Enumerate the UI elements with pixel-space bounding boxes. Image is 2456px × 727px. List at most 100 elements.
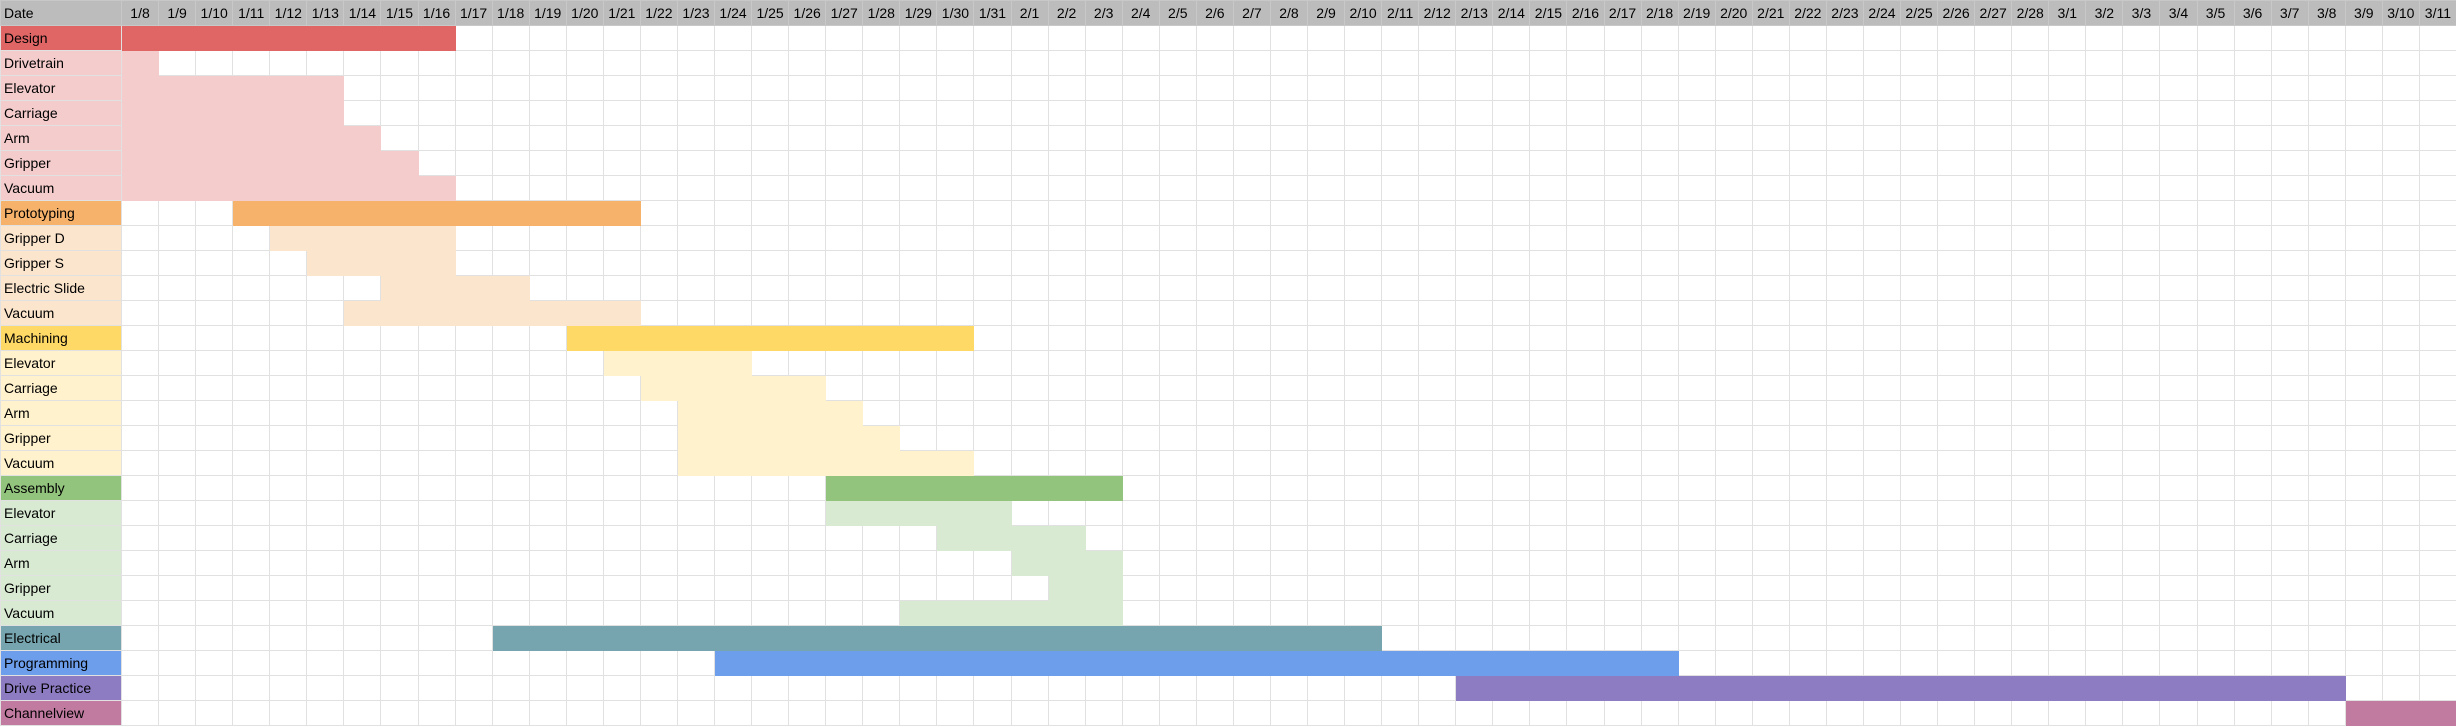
empty-day-cell[interactable] [1344,100,1383,126]
empty-day-cell[interactable] [1084,500,1123,526]
empty-day-cell[interactable] [1566,175,1605,201]
empty-day-cell[interactable] [1047,500,1086,526]
empty-day-cell[interactable] [565,700,604,726]
empty-day-cell[interactable] [1195,75,1234,101]
schedule-bar-cell[interactable] [1640,675,1679,701]
empty-day-cell[interactable] [2011,325,2050,351]
empty-day-cell[interactable] [491,675,530,701]
schedule-bar-cell[interactable] [120,125,160,151]
schedule-bar-cell[interactable] [1862,675,1902,701]
empty-day-cell[interactable] [1492,225,1531,251]
empty-day-cell[interactable] [1047,375,1086,401]
empty-day-cell[interactable] [2122,450,2161,476]
empty-day-cell[interactable] [528,600,567,626]
empty-day-cell[interactable] [1603,400,1642,426]
task-label-cell[interactable]: Carriage [0,100,122,126]
empty-day-cell[interactable] [1788,475,1827,501]
empty-day-cell[interactable] [1010,350,1049,376]
empty-day-cell[interactable] [1566,475,1605,501]
date-column-header[interactable]: 2/20 [1714,0,1753,26]
empty-day-cell[interactable] [1195,600,1234,626]
empty-day-cell[interactable] [1047,75,1086,101]
empty-day-cell[interactable] [1381,75,1420,101]
empty-day-cell[interactable] [2418,50,2456,76]
task-label-cell[interactable]: Arm [0,550,122,576]
empty-day-cell[interactable] [2418,225,2456,251]
empty-day-cell[interactable] [565,375,604,401]
empty-day-cell[interactable] [676,100,716,126]
schedule-bar-cell[interactable] [232,150,271,176]
empty-day-cell[interactable] [1121,25,1160,51]
date-column-header[interactable]: 1/22 [639,0,678,26]
empty-day-cell[interactable] [1269,600,1309,626]
empty-day-cell[interactable] [1232,675,1271,701]
empty-day-cell[interactable] [1232,200,1271,226]
empty-day-cell[interactable] [1640,625,1679,651]
empty-day-cell[interactable] [1195,350,1234,376]
empty-day-cell[interactable] [1306,125,1346,151]
empty-day-cell[interactable] [1455,225,1494,251]
empty-day-cell[interactable] [1195,525,1234,551]
empty-day-cell[interactable] [1195,225,1234,251]
empty-day-cell[interactable] [2159,375,2198,401]
empty-day-cell[interactable] [1418,375,1457,401]
empty-day-cell[interactable] [1899,600,1939,626]
empty-day-cell[interactable] [2344,550,2383,576]
schedule-bar-cell[interactable] [417,275,456,301]
empty-day-cell[interactable] [602,250,641,276]
empty-day-cell[interactable] [1010,275,1049,301]
empty-day-cell[interactable] [1603,425,1642,451]
empty-day-cell[interactable] [195,500,234,526]
empty-day-cell[interactable] [2159,575,2198,601]
empty-day-cell[interactable] [528,450,567,476]
empty-day-cell[interactable] [1974,250,2013,276]
empty-day-cell[interactable] [306,550,345,576]
empty-day-cell[interactable] [269,275,308,301]
empty-day-cell[interactable] [1640,575,1679,601]
empty-day-cell[interactable] [973,300,1012,326]
empty-day-cell[interactable] [1899,400,1939,426]
empty-day-cell[interactable] [1492,450,1531,476]
empty-day-cell[interactable] [1529,225,1568,251]
empty-day-cell[interactable] [2270,75,2309,101]
schedule-bar-cell[interactable] [491,200,530,226]
empty-day-cell[interactable] [195,275,234,301]
empty-day-cell[interactable] [306,400,345,426]
empty-day-cell[interactable] [417,550,456,576]
empty-day-cell[interactable] [899,50,938,76]
empty-day-cell[interactable] [1492,200,1531,226]
schedule-bar-cell[interactable] [417,25,456,51]
empty-day-cell[interactable] [2307,475,2346,501]
schedule-bar-cell[interactable] [1937,675,1976,701]
empty-day-cell[interactable] [195,425,234,451]
empty-day-cell[interactable] [2418,275,2456,301]
empty-day-cell[interactable] [2381,275,2420,301]
empty-day-cell[interactable] [2196,150,2235,176]
schedule-bar-cell[interactable] [343,25,382,51]
empty-day-cell[interactable] [862,250,901,276]
empty-day-cell[interactable] [639,500,678,526]
empty-day-cell[interactable] [2233,200,2272,226]
empty-day-cell[interactable] [232,325,271,351]
empty-day-cell[interactable] [936,675,975,701]
empty-day-cell[interactable] [2011,200,2050,226]
empty-day-cell[interactable] [1714,25,1753,51]
empty-day-cell[interactable] [454,125,493,151]
empty-day-cell[interactable] [1381,100,1420,126]
schedule-bar-cell[interactable] [269,150,308,176]
empty-day-cell[interactable] [825,200,864,226]
schedule-bar-cell[interactable] [343,200,382,226]
empty-day-cell[interactable] [1232,400,1271,426]
empty-day-cell[interactable] [1195,575,1234,601]
empty-day-cell[interactable] [195,650,234,676]
empty-day-cell[interactable] [1566,25,1605,51]
empty-day-cell[interactable] [2270,150,2309,176]
schedule-bar-cell[interactable] [1603,675,1642,701]
schedule-bar-cell[interactable] [676,400,716,426]
empty-day-cell[interactable] [1232,700,1271,726]
empty-day-cell[interactable] [2122,600,2161,626]
empty-day-cell[interactable] [825,175,864,201]
empty-day-cell[interactable] [1825,325,1864,351]
empty-day-cell[interactable] [2011,350,2050,376]
empty-day-cell[interactable] [1195,150,1234,176]
